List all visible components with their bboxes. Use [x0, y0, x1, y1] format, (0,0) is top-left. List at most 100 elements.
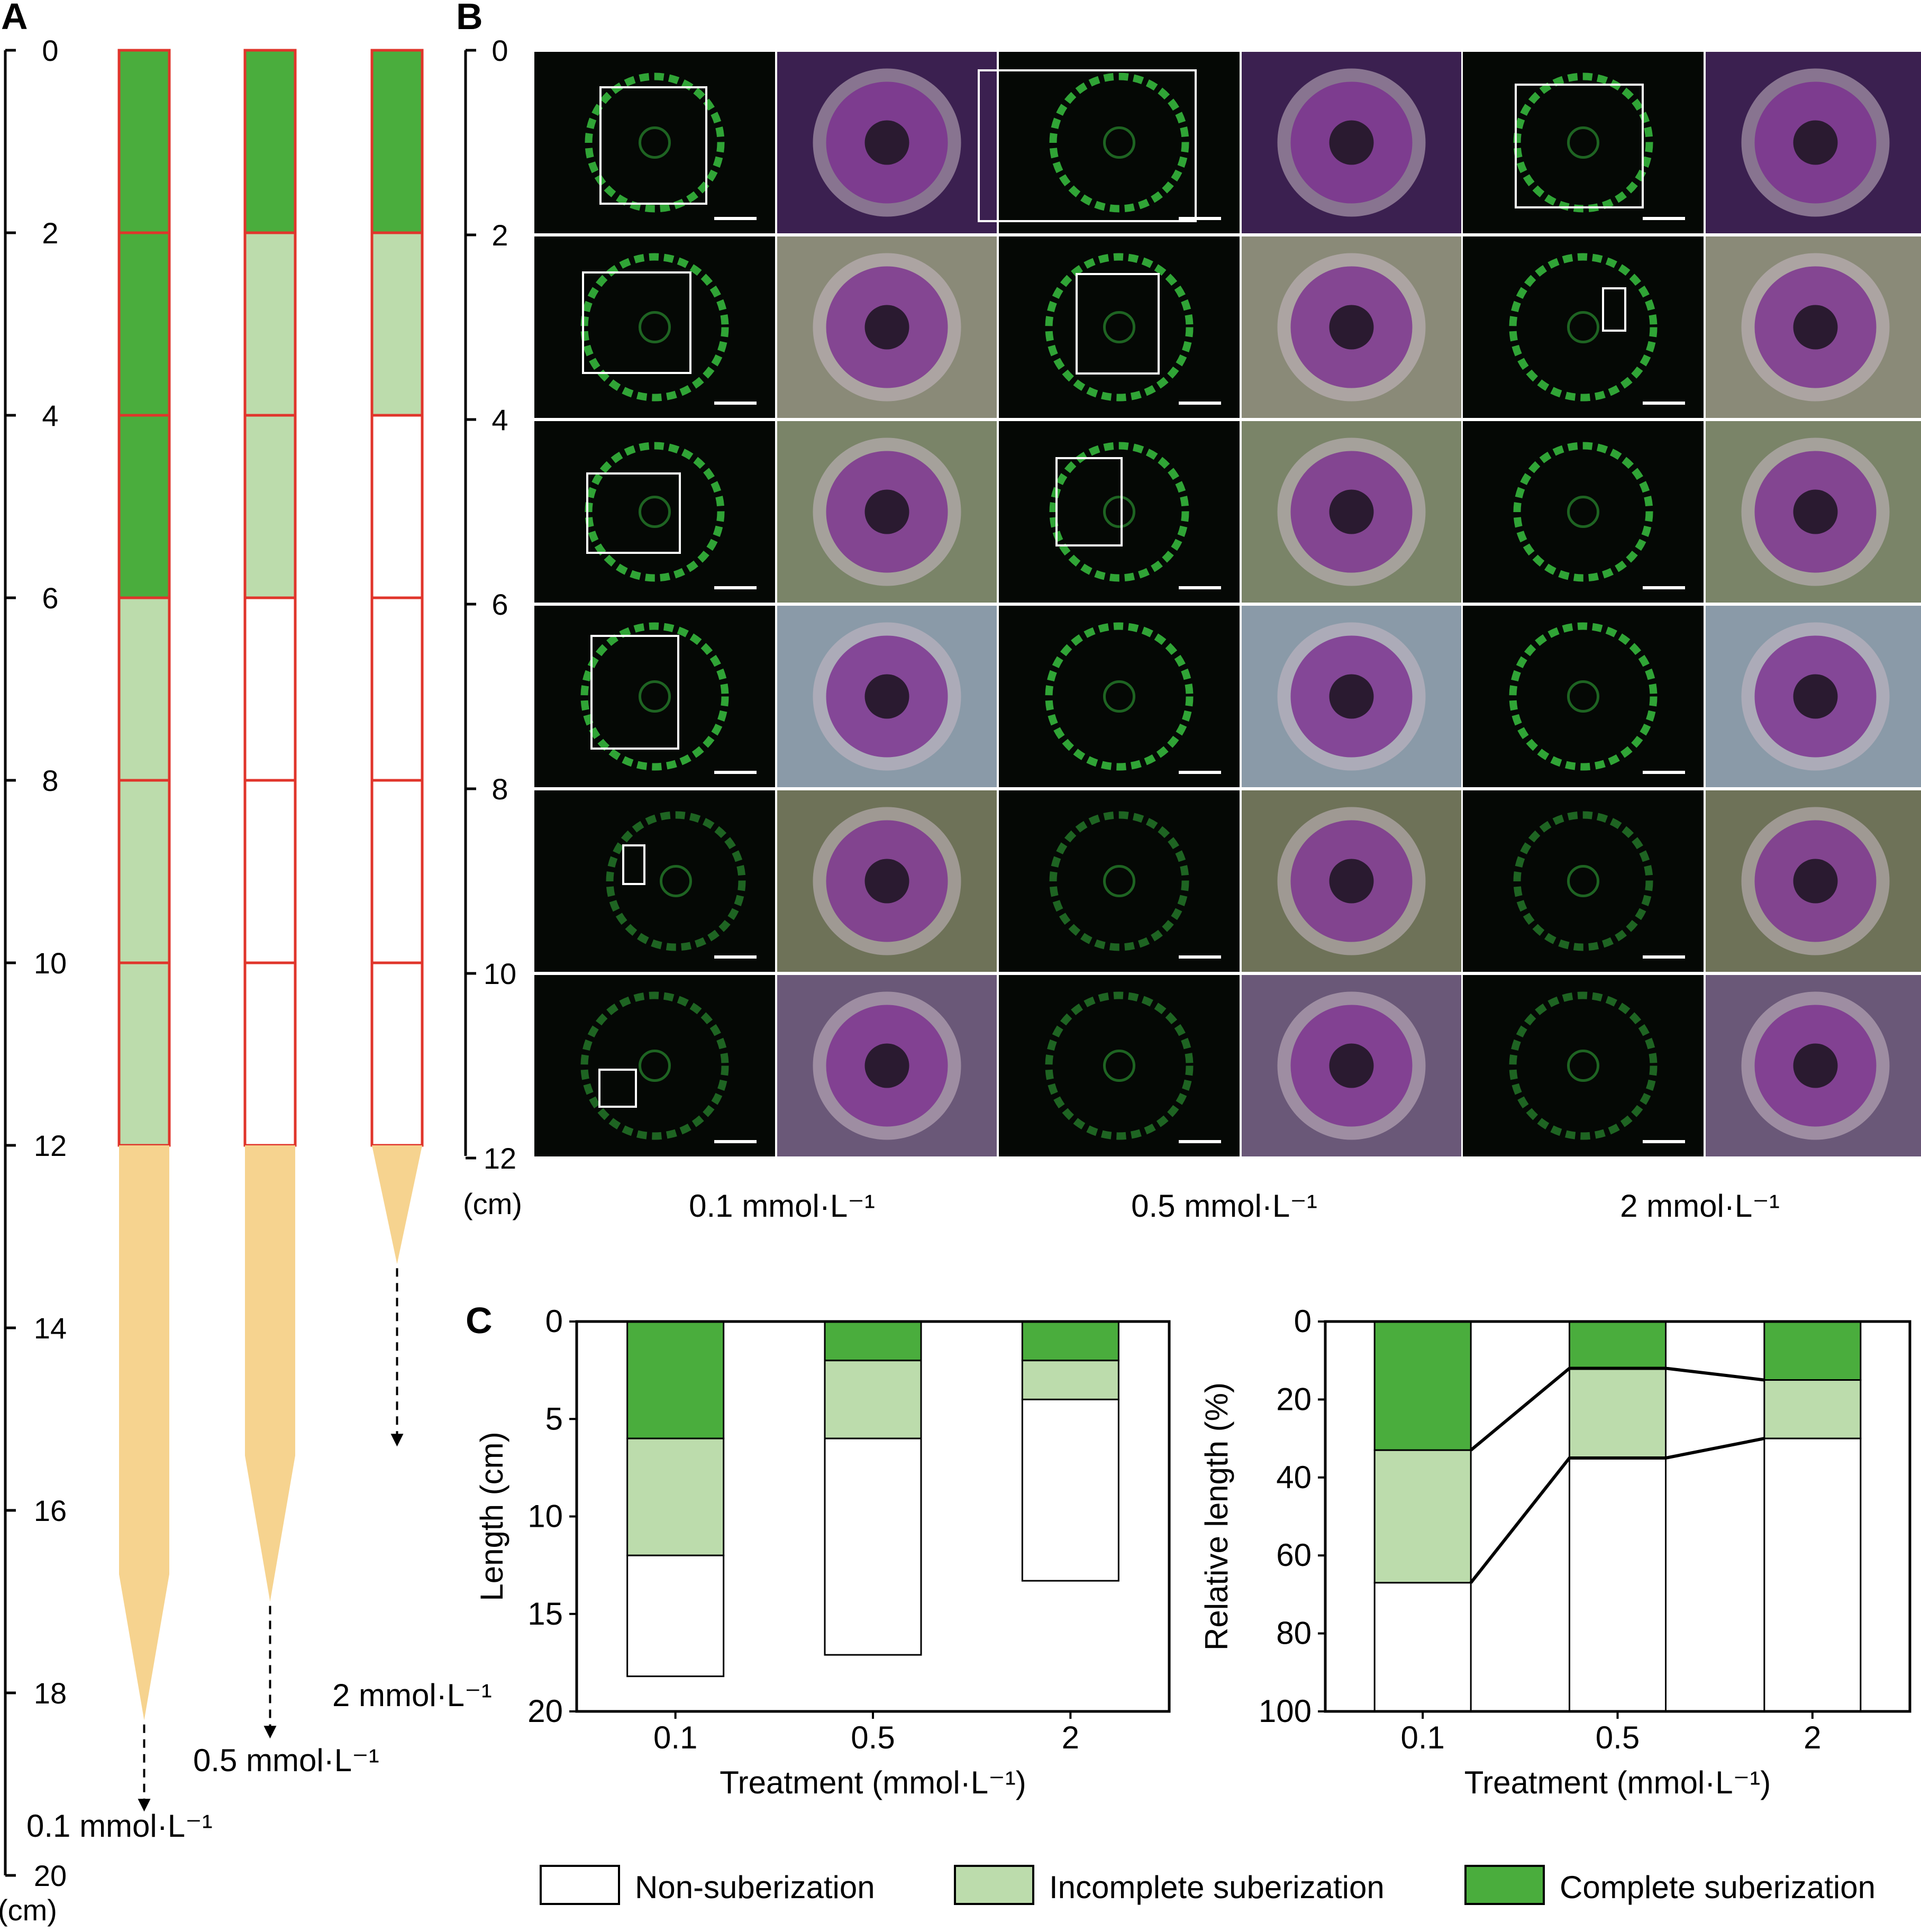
micrograph-pair	[999, 975, 1461, 1156]
stele-ring	[639, 1050, 671, 1082]
bar-segment-complete	[626, 1320, 725, 1439]
root-segment-non	[370, 596, 424, 782]
legend-swatch-complete	[1464, 1865, 1545, 1905]
panel-b-axis-unit: (cm)	[463, 1187, 522, 1220]
root-tip	[119, 1145, 169, 1720]
connector-line	[1469, 1437, 1765, 1584]
region-box	[599, 86, 707, 205]
panel-b-tick-label: 0	[491, 34, 508, 67]
root-section-stele	[1329, 489, 1374, 534]
legend: Non-suberization Incomplete suberization C…	[540, 1865, 1876, 1905]
x-axis-label: Treatment (mmol·L⁻¹)	[1464, 1765, 1771, 1800]
x-tick-label: 2	[1804, 1720, 1821, 1755]
root-section-stele	[864, 305, 909, 350]
region-box	[978, 69, 1197, 222]
panel-b-column-label-1: 0.1 mmol·L⁻¹	[689, 1188, 875, 1224]
panel-a-root-1: 0.1 mmol·L⁻¹	[26, 49, 213, 1844]
stele-ring	[660, 865, 692, 897]
panel-a-root-2: 0.5 mmol·L⁻¹	[193, 49, 379, 1778]
bar-segment-incomplete	[1021, 1360, 1119, 1400]
endodermis-ring	[580, 622, 729, 771]
x-tick-label: 2	[1062, 1720, 1079, 1755]
y-tick-label: 100	[1259, 1693, 1312, 1729]
region-box	[582, 271, 691, 374]
bar-segment-non	[824, 1437, 922, 1656]
y-tick-label: 80	[1276, 1616, 1312, 1651]
panel-b-image-grid	[534, 52, 1921, 1156]
y-tick-label: 5	[545, 1401, 563, 1436]
stele-ring	[1103, 311, 1135, 343]
x-axis-label: Treatment (mmol·L⁻¹)	[720, 1765, 1026, 1800]
panel-b-micrographs: 0 2 4 6 8 10 12 (cm) 0.1 mmol·L⁻¹ 0.5 mmol·L⁻¹…	[463, 34, 1921, 1224]
root-segment-complete	[243, 49, 297, 234]
bar-segment-complete	[1569, 1320, 1667, 1369]
panel-a-tick-label: 0	[42, 34, 58, 67]
root-segment-complete	[117, 49, 171, 234]
legend-label-non: Non-suberization	[635, 1870, 875, 1905]
panel-label-b: B	[456, 0, 483, 37]
y-tick-label: 20	[1276, 1381, 1312, 1417]
y-tick-label: 15	[527, 1596, 563, 1632]
fluorescence-image	[1463, 975, 1704, 1156]
y-tick-label: 0	[545, 1304, 563, 1339]
fluorescence-image	[1463, 790, 1704, 972]
root-section-stele	[1329, 674, 1374, 719]
panel-a-tick-label: 20	[34, 1859, 67, 1892]
panel-a-tick-label: 16	[34, 1494, 67, 1527]
stele-ring	[639, 311, 671, 343]
root-tip	[245, 1145, 295, 1602]
micrograph-pair	[1463, 975, 1921, 1156]
micrograph-pair	[534, 975, 997, 1156]
legend-label-complete: Complete suberization	[1560, 1870, 1876, 1905]
root-section-stele	[1329, 1043, 1374, 1088]
micrograph-pair	[999, 790, 1461, 972]
root-section-stele	[1793, 120, 1838, 165]
root-treatment-label: 0.1 mmol·L⁻¹	[26, 1808, 213, 1844]
micrograph-pair	[1463, 606, 1921, 787]
bar-segment-complete	[824, 1320, 922, 1362]
fluorescence-image	[999, 790, 1240, 972]
root-section-stele	[1793, 489, 1838, 534]
endodermis-ring	[580, 991, 729, 1140]
bar-segment-non	[1569, 1457, 1667, 1712]
micrograph-pair	[999, 606, 1461, 787]
x-tick-label: 0.5	[851, 1720, 895, 1755]
endodermis-ring	[1049, 442, 1189, 582]
root-segment-non	[370, 414, 424, 599]
panel-a-tick-label: 10	[34, 946, 67, 980]
panel-b-tick-label: 12	[484, 1142, 516, 1175]
fluorescence-image	[534, 421, 775, 603]
region-box	[598, 1069, 637, 1108]
root-segment-non	[243, 596, 297, 782]
root-segment-complete	[117, 414, 171, 599]
endodermis-ring	[585, 442, 725, 582]
x-tick-label: 0.5	[1596, 1720, 1640, 1755]
y-axis-label: Length (cm)	[474, 1432, 509, 1601]
legend-label-incomplete: Incomplete suberization	[1049, 1870, 1385, 1905]
stele-ring	[639, 126, 671, 159]
panel-b-column-label-3: 2 mmol·L⁻¹	[1620, 1188, 1780, 1224]
root-treatment-label: 0.5 mmol·L⁻¹	[193, 1743, 379, 1778]
root-segment-non	[370, 961, 424, 1147]
panel-a-tick-label: 12	[34, 1129, 67, 1162]
y-tick-label: 60	[1276, 1537, 1312, 1573]
stele-ring	[1103, 496, 1135, 528]
micrograph-pair	[978, 52, 1461, 233]
stele-ring	[1567, 680, 1599, 713]
root-arrow-head	[138, 1799, 151, 1812]
panel-a-roots: 0.1 mmol·L⁻¹ 0.5 mmol·L⁻¹ 2 mmol·L⁻¹	[26, 49, 492, 1844]
micrograph-pair	[534, 606, 997, 787]
stele-ring	[1103, 680, 1135, 713]
stele-ring	[639, 496, 671, 528]
panel-a-tick-label: 18	[34, 1676, 67, 1710]
root-segment-non	[370, 779, 424, 964]
endodermis-ring	[1509, 991, 1658, 1140]
bar-segment-incomplete	[626, 1437, 725, 1556]
root-segment-incomplete	[243, 414, 297, 599]
root-section-stele	[864, 1043, 909, 1088]
endodermis-ring	[1045, 253, 1194, 402]
fluorescence-image	[999, 975, 1240, 1156]
region-box	[1602, 287, 1626, 332]
